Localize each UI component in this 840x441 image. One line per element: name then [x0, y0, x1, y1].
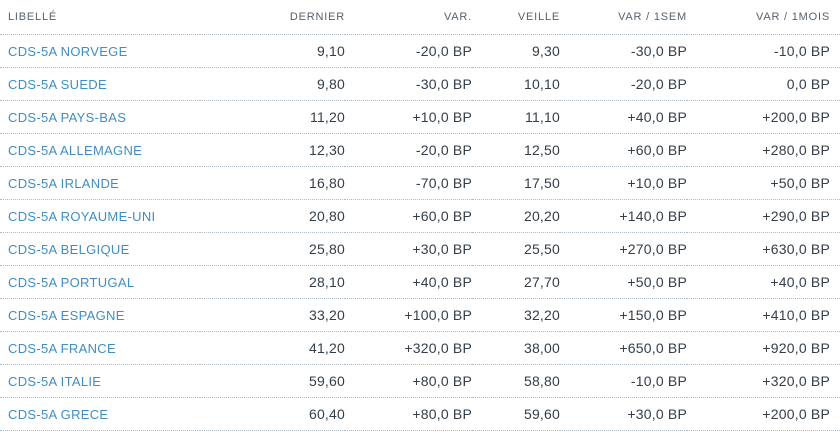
dernier-value: 20,80 — [308, 207, 345, 224]
var-1mois-value: +200,0 BP — [762, 405, 830, 422]
var-1mois-value: +290,0 BP — [762, 207, 830, 224]
dernier-value: 60,40 — [308, 405, 345, 422]
var-1mois-value: +50,0 BP — [770, 174, 830, 191]
table-row: CDS-5A ROYAUME-UNI 20,80 +60,0 BP 20,20 … — [0, 199, 840, 232]
table-row: CDS-5A ESPAGNE 33,20 +100,0 BP 32,20 +15… — [0, 298, 840, 331]
var-value: +80,0 BP — [412, 372, 472, 389]
dernier-value: 9,10 — [316, 42, 345, 59]
var-value: +100,0 BP — [404, 306, 472, 323]
var-1sem-value: +40,0 BP — [627, 108, 687, 125]
table-row: CDS-5A GRECE 60,40 +80,0 BP 59,60 +30,0 … — [0, 397, 840, 430]
dernier-value: 59,60 — [308, 372, 345, 389]
column-header-var-1sem[interactable]: VAR / 1SEM — [618, 10, 687, 23]
var-1mois-value: 0,0 BP — [786, 75, 830, 92]
table-header-row: LIBELLÉ DERNIER VAR. VEILLE VAR / 1SEM V… — [0, 0, 840, 34]
instrument-link[interactable]: CDS-5A ESPAGNE — [8, 307, 125, 323]
var-value: +60,0 BP — [412, 207, 472, 224]
veille-value: 38,00 — [523, 339, 560, 356]
column-header-var[interactable]: VAR. — [443, 10, 472, 23]
var-1mois-value: +630,0 BP — [762, 240, 830, 257]
veille-value: 11,10 — [525, 108, 560, 125]
var-1sem-value: -20,0 BP — [630, 75, 687, 92]
var-value: +80,0 BP — [412, 405, 472, 422]
column-header-libelle[interactable]: LIBELLÉ — [8, 10, 58, 23]
table-body: CDS-5A NORVEGE 9,10 -20,0 BP 9,30 -30,0 … — [0, 34, 840, 430]
veille-value: 32,20 — [523, 306, 560, 323]
var-1sem-value: +650,0 BP — [619, 339, 687, 356]
dernier-value: 9,80 — [316, 75, 345, 92]
var-1mois-value: +200,0 BP — [762, 108, 830, 125]
cds-quotes-table: LIBELLÉ DERNIER VAR. VEILLE VAR / 1SEM V… — [0, 0, 840, 430]
var-value: +10,0 BP — [412, 108, 472, 125]
instrument-link[interactable]: CDS-5A ALLEMAGNE — [8, 142, 143, 158]
dernier-value: 28,10 — [308, 273, 345, 290]
table-row: CDS-5A SUEDE 9,80 -30,0 BP 10,10 -20,0 B… — [0, 67, 840, 100]
table-row: CDS-5A BELGIQUE 25,80 +30,0 BP 25,50 +27… — [0, 232, 840, 265]
var-1sem-value: +140,0 BP — [619, 207, 687, 224]
instrument-link[interactable]: CDS-5A NORVEGE — [8, 43, 128, 59]
var-value: -20,0 BP — [415, 141, 472, 158]
table-row: CDS-5A ITALIE 59,60 +80,0 BP 58,80 -10,0… — [0, 364, 840, 397]
var-value: -70,0 BP — [415, 174, 472, 191]
table-row: CDS-5A PAYS-BAS 11,20 +10,0 BP 11,10 +40… — [0, 100, 840, 133]
veille-value: 9,30 — [531, 42, 560, 59]
column-header-var-1mois[interactable]: VAR / 1MOIS — [756, 10, 830, 23]
var-value: -20,0 BP — [415, 42, 472, 59]
column-header-veille[interactable]: VEILLE — [517, 10, 560, 23]
var-1sem-value: -10,0 BP — [630, 372, 687, 389]
dernier-value: 33,20 — [308, 306, 345, 323]
var-1mois-value: +320,0 BP — [762, 372, 830, 389]
dernier-value: 12,30 — [308, 141, 345, 158]
instrument-link[interactable]: CDS-5A SUEDE — [8, 76, 107, 92]
veille-value: 20,20 — [523, 207, 560, 224]
var-1mois-value: +280,0 BP — [762, 141, 830, 158]
table-row: CDS-5A ALLEMAGNE 12,30 -20,0 BP 12,50 +6… — [0, 133, 840, 166]
var-value: -30,0 BP — [415, 75, 472, 92]
veille-value: 17,50 — [523, 174, 560, 191]
var-1mois-value: +40,0 BP — [770, 273, 830, 290]
instrument-link[interactable]: CDS-5A BELGIQUE — [8, 241, 130, 257]
var-1sem-value: +50,0 BP — [627, 273, 687, 290]
dernier-value: 25,80 — [308, 240, 345, 257]
dernier-value: 11,20 — [310, 108, 345, 125]
var-value: +30,0 BP — [412, 240, 472, 257]
var-1sem-value: +30,0 BP — [627, 405, 687, 422]
veille-value: 12,50 — [523, 141, 560, 158]
table-row: CDS-5A IRLANDE 16,80 -70,0 BP 17,50 +10,… — [0, 166, 840, 199]
veille-value: 27,70 — [523, 273, 560, 290]
var-1sem-value: -30,0 BP — [630, 42, 687, 59]
instrument-link[interactable]: CDS-5A FRANCE — [8, 340, 116, 356]
instrument-link[interactable]: CDS-5A ITALIE — [8, 373, 102, 389]
var-1mois-value: +410,0 BP — [762, 306, 830, 323]
instrument-link[interactable]: CDS-5A PORTUGAL — [8, 274, 135, 290]
var-1sem-value: +10,0 BP — [627, 174, 687, 191]
dernier-value: 16,80 — [308, 174, 345, 191]
veille-value: 58,80 — [523, 372, 560, 389]
var-1mois-value: +920,0 BP — [762, 339, 830, 356]
instrument-link[interactable]: CDS-5A PAYS-BAS — [8, 109, 127, 125]
table-row: CDS-5A PORTUGAL 28,10 +40,0 BP 27,70 +50… — [0, 265, 840, 298]
var-1sem-value: +60,0 BP — [627, 141, 687, 158]
table-row: CDS-5A FRANCE 41,20 +320,0 BP 38,00 +650… — [0, 331, 840, 364]
instrument-link[interactable]: CDS-5A IRLANDE — [8, 175, 120, 191]
var-1mois-value: -10,0 BP — [773, 42, 830, 59]
table-row: CDS-5A NORVEGE 9,10 -20,0 BP 9,30 -30,0 … — [0, 34, 840, 67]
var-1sem-value: +150,0 BP — [619, 306, 687, 323]
var-value: +320,0 BP — [404, 339, 472, 356]
veille-value: 10,10 — [523, 75, 560, 92]
var-1sem-value: +270,0 BP — [619, 240, 687, 257]
instrument-link[interactable]: CDS-5A ROYAUME-UNI — [8, 208, 156, 224]
veille-value: 59,60 — [523, 405, 560, 422]
cds-quotes-panel: LIBELLÉ DERNIER VAR. VEILLE VAR / 1SEM V… — [0, 0, 840, 430]
instrument-link[interactable]: CDS-5A GRECE — [8, 406, 109, 422]
column-header-dernier[interactable]: DERNIER — [289, 10, 345, 23]
veille-value: 25,50 — [523, 240, 560, 257]
var-value: +40,0 BP — [412, 273, 472, 290]
dernier-value: 41,20 — [308, 339, 345, 356]
